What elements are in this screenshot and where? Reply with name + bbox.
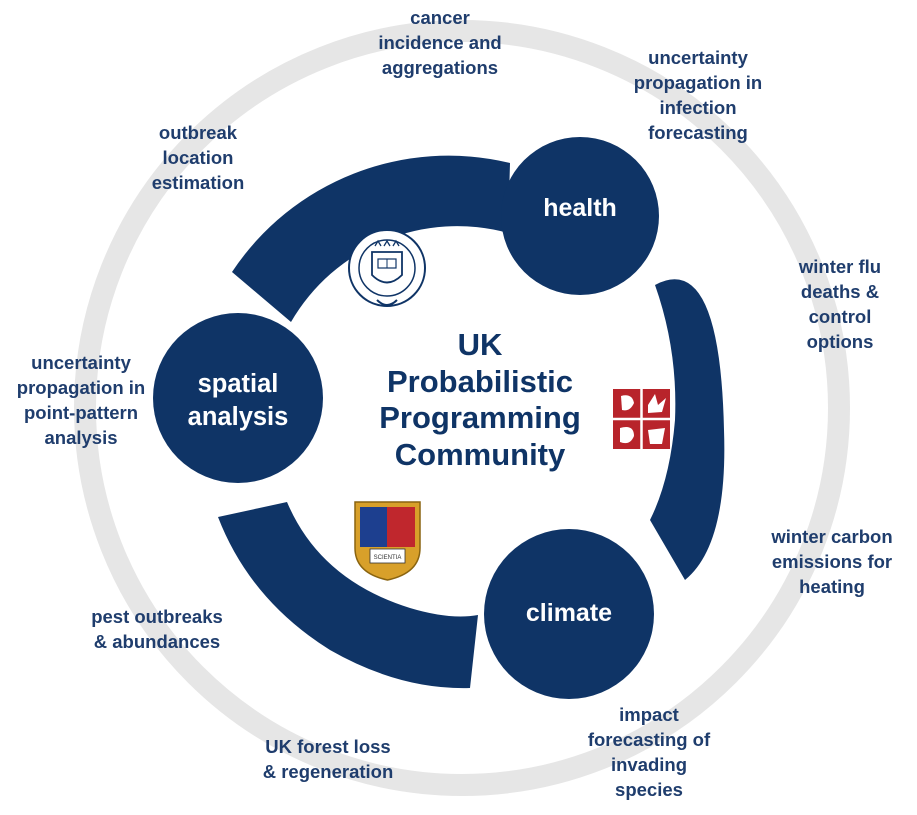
label-pest-outbreaks: pest outbreaks & abundances: [91, 606, 223, 652]
spatial-node-label: spatial analysis: [187, 370, 289, 431]
imperial-motto: SCIENTIA: [374, 555, 402, 561]
imperial-logo: SCIENTIA: [354, 501, 421, 581]
spatial-analysis-node: [153, 313, 323, 483]
climate-node: [484, 529, 654, 699]
arc-right: [650, 279, 725, 580]
arc-bottom-left: [218, 502, 478, 689]
outer-ring: [74, 20, 850, 796]
health-node-label: health: [543, 194, 617, 222]
center-title: UK Probabilistic Programming Community: [379, 327, 581, 472]
label-forest-loss: UK forest loss & regeneration: [262, 736, 394, 782]
label-invading-species: impact forecasting of invading species: [587, 704, 711, 800]
label-infection-forecasting: uncertainty propagation in infection for…: [633, 47, 763, 143]
health-node: [501, 137, 659, 295]
climate-node-label: climate: [525, 599, 613, 627]
label-cancer-incidence: cancer incidence and aggregations: [378, 7, 502, 78]
label-winter-flu: winter flu deaths & control options: [798, 256, 882, 352]
bristol-logo: [613, 389, 670, 449]
label-winter-carbon: winter carbon emissions for heating: [771, 526, 893, 597]
label-point-pattern: uncertainty propagation in point-pattern…: [16, 352, 146, 448]
oxford-logo: [348, 229, 426, 307]
label-outbreak-location: outbreak location estimation: [151, 122, 245, 193]
